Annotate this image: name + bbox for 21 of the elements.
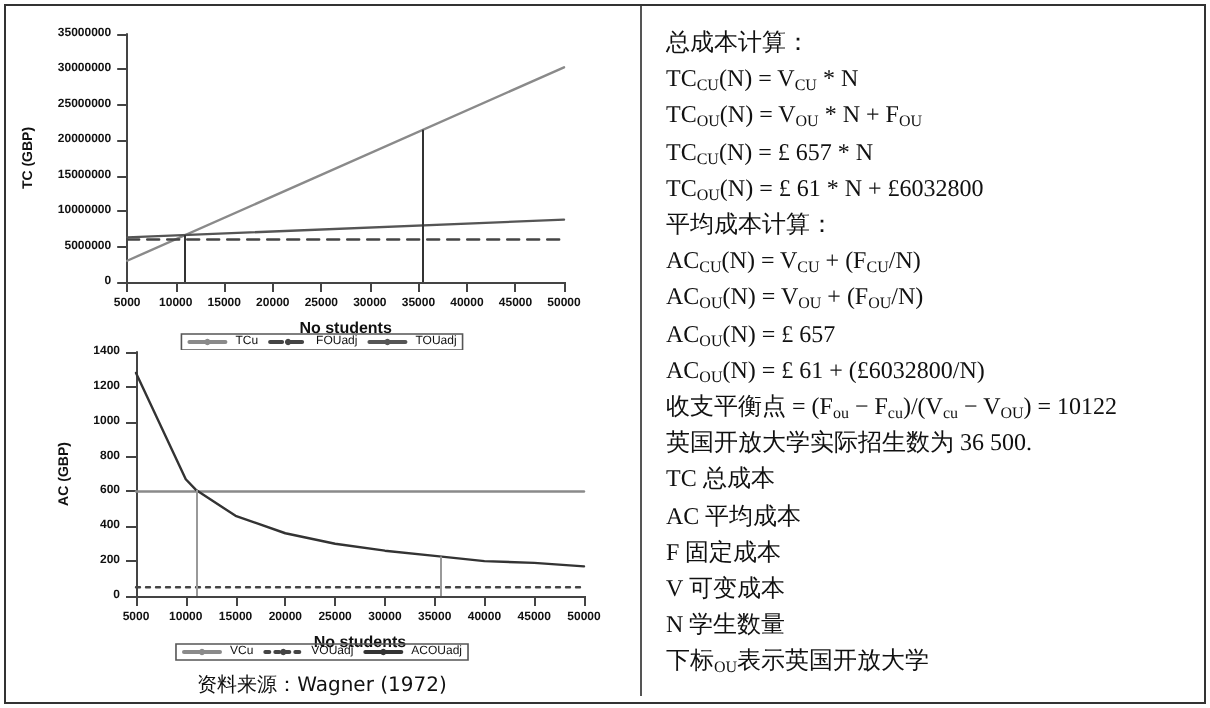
text: AC$_{OU}$(N) = £ 61 + (£6032800/N) [666, 353, 987, 389]
text: 英国开放大学实际招生数为 36 500. [666, 426, 1034, 461]
text: AC$_{OU}$(N) = £ 657 [666, 317, 838, 352]
text: F 固定成本 [666, 535, 784, 570]
text: TC$_{CU}$(N) = V$_{CU}$ * N [666, 62, 861, 97]
text: AC$_{OU}$(N) = V$_{OU}$ + (F$_{OU}$/N) [666, 280, 926, 316]
line-series [134, 371, 586, 568]
text: 下标$_{OU}$表示英国开放大学 [666, 644, 932, 680]
text: TC$_{CU}$(N) = £ 657 * N [666, 135, 876, 170]
text: TC 总成本 [666, 462, 777, 497]
text: 资料来源：Wagner (1972) [197, 673, 447, 697]
text: AC 平均成本 [666, 499, 804, 534]
text: AC$_{CU}$(N) = V$_{CU}$ + (F$_{CU}$/N) [666, 244, 923, 279]
text: TC$_{OU}$(N) = £ 61 * N + £6032800 [666, 171, 986, 207]
text: N 学生数量 [666, 608, 788, 643]
text: 平均成本计算： [666, 208, 836, 243]
text: 收支平衡点 = (F$_{ou}$ − F$_{cu}$)/(V$_{cu}$ − V$_{OU}$) = 10122 [666, 392, 1118, 423]
text: TC$_{OU}$(N) = V$_{OU}$ * N + F$_{OU}$ [666, 98, 925, 134]
text: 总成本计算： [666, 26, 812, 60]
text: V 可变成本 [666, 572, 787, 607]
x-axis-title: No students [299, 318, 393, 337]
